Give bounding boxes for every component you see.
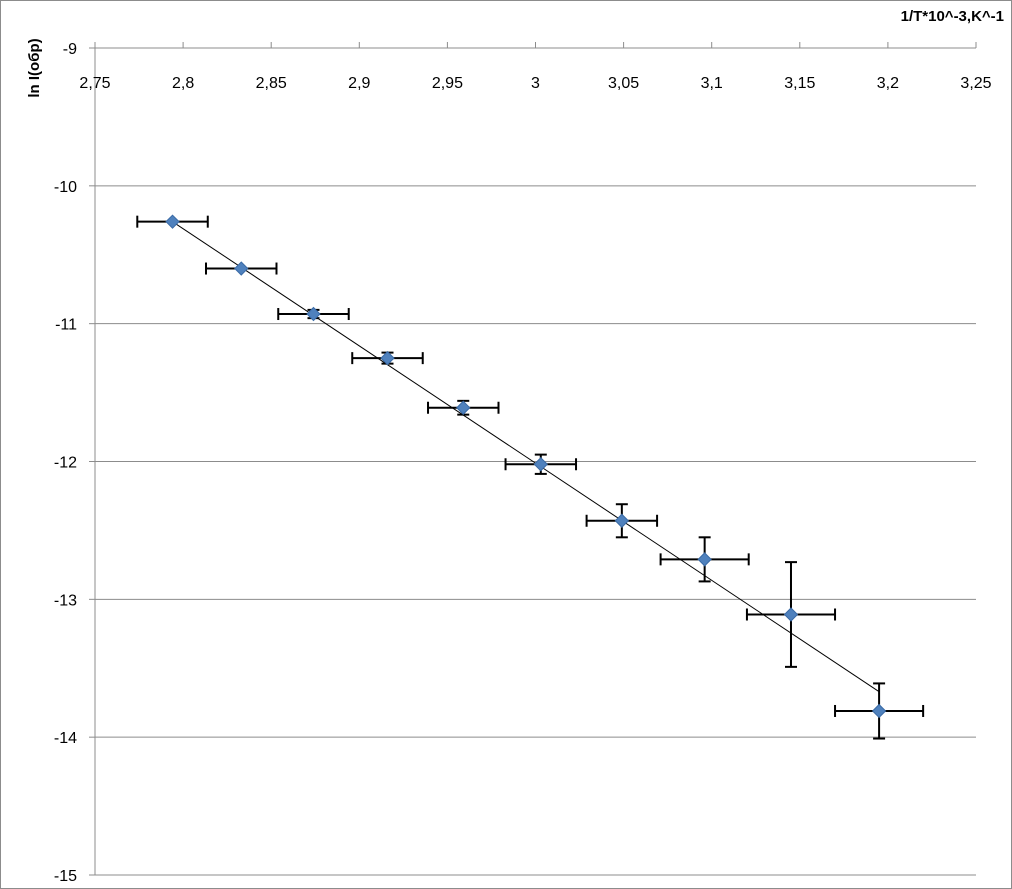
- data-point: [614, 513, 630, 528]
- y-tick-label: -14: [54, 730, 77, 747]
- x-tick-label: 2,85: [256, 75, 287, 92]
- data-point: [165, 214, 180, 229]
- x-tick-label: 3,05: [608, 75, 639, 92]
- x-tick-labels: 2,75 2,8 2,85 2,9 2,95 3 3,05 3,1 3,15 3,2 3,25: [79, 75, 991, 92]
- error-bars: [136, 215, 925, 740]
- data-point: [380, 350, 395, 366]
- y-tick-label: -13: [54, 592, 77, 609]
- x-tick-label: 2,9: [348, 75, 370, 92]
- data-point: [234, 261, 249, 276]
- x-tick-label: 3,25: [960, 75, 991, 92]
- x-tick-label: 3,15: [784, 75, 815, 92]
- data-points: [165, 214, 887, 719]
- data-point: [456, 400, 471, 415]
- x-tick-label: 2,75: [79, 75, 110, 92]
- y-tick-label: -12: [54, 455, 77, 472]
- y-tick-labels: -9 -10 -11 -12 -13 -14 -15: [54, 41, 77, 885]
- data-point: [783, 607, 799, 622]
- y-tick-label: -11: [55, 317, 77, 334]
- y-tick-label: -15: [54, 868, 77, 885]
- x-tick-label: 2,95: [432, 75, 463, 92]
- x-tick-label: 3,2: [877, 75, 899, 92]
- x-tick-label: 2,8: [172, 75, 194, 92]
- data-point: [306, 306, 321, 322]
- axes: [89, 42, 977, 876]
- trendline: [172, 221, 880, 693]
- y-axis-title: ln I(обр): [26, 38, 43, 97]
- x-axis-title: 1/T*10^-3,K^-1: [901, 8, 1004, 25]
- x-tick-label: 3: [531, 75, 540, 92]
- x-tick-label: 3,1: [701, 75, 723, 92]
- data-point: [533, 457, 548, 472]
- trendline-group: [172, 221, 880, 693]
- y-tick-label: -9: [63, 41, 77, 58]
- data-point: [697, 552, 712, 567]
- data-point: [871, 703, 887, 719]
- gridlines: [95, 185, 976, 876]
- y-tick-label: -10: [54, 179, 77, 196]
